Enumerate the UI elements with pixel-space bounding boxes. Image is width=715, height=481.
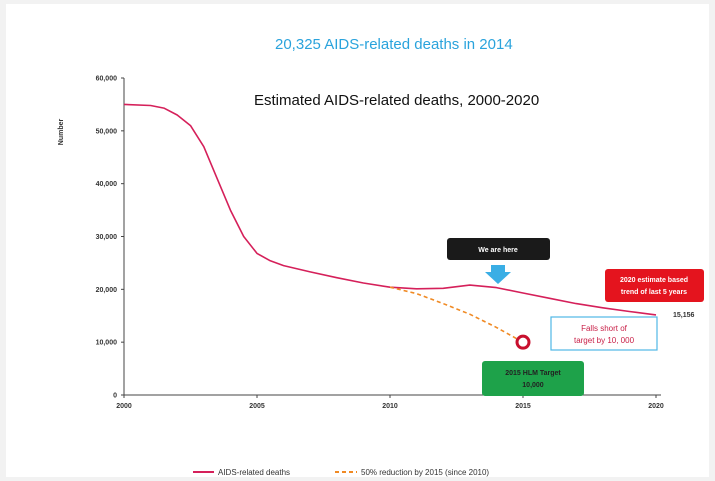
- we-are-here-box: [447, 238, 550, 260]
- x-tick-label: 2005: [249, 403, 265, 410]
- y-tick-label: 60,000: [96, 76, 118, 83]
- x-tick-label: 2010: [382, 403, 398, 410]
- projection-box-line-2: trend of last 5 years: [621, 289, 687, 296]
- we-are-here-label: We are here: [478, 247, 518, 254]
- x-axis-ticks: 2000 2005 2010 2015 2020: [116, 395, 664, 410]
- falls-short-box: [550, 316, 658, 351]
- legend: AIDS-related deaths 50% reduction by 201…: [193, 468, 489, 477]
- y-tick-label: 30,000: [96, 234, 118, 241]
- falls-short-line-2: target by 10, 000: [574, 336, 635, 345]
- target-point-marker: [515, 334, 531, 350]
- slide: 20,325 AIDS-related deaths in 2014 Estim…: [6, 4, 709, 477]
- legend-label-target: 50% reduction by 2015 (since 2010): [361, 468, 489, 477]
- series-layer: [123, 103, 657, 350]
- projection-box-line-1: 2020 estimate based: [620, 277, 688, 284]
- series-line-target: [389, 286, 524, 343]
- y-tick-label: 20,000: [96, 287, 118, 294]
- target-box-line-1: 2015 HLM Target: [505, 370, 561, 377]
- headline: 20,325 AIDS-related deaths in 2014: [275, 36, 513, 53]
- y-tick-label: 0: [113, 393, 117, 400]
- y-tick-label: 50,000: [96, 128, 118, 135]
- down-arrow-icon: [485, 265, 511, 284]
- series-line-aids-deaths: [123, 103, 657, 316]
- y-tick-label: 10,000: [96, 340, 118, 347]
- x-tick-label: 2015: [515, 403, 531, 410]
- x-tick-label: 2000: [116, 403, 132, 410]
- y-axis-label: Number: [58, 119, 65, 146]
- chart-title: Estimated AIDS-related deaths, 2000-2020: [254, 92, 539, 109]
- y-tick-label: 40,000: [96, 181, 118, 188]
- y-axis-ticks: 0 10,000 20,000 30,000 40,000 50,000 60,000: [96, 76, 124, 400]
- target-box-line-2: 10,000: [522, 382, 544, 389]
- aids-deaths-chart: 20,325 AIDS-related deaths in 2014 Estim…: [58, 36, 704, 477]
- falls-short-line-1: Falls short of: [581, 324, 628, 333]
- legend-label-aids-deaths: AIDS-related deaths: [218, 468, 290, 477]
- projection-box: [605, 269, 704, 302]
- target-box: [482, 361, 584, 396]
- end-value-label: 15,156: [673, 312, 695, 319]
- x-tick-label: 2020: [648, 403, 664, 410]
